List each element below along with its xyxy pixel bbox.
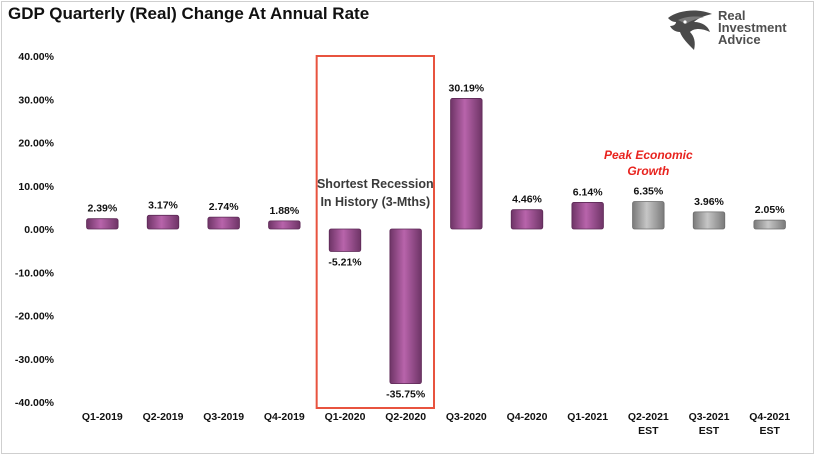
value-label: 4.46%	[512, 194, 542, 206]
actual-bar	[86, 218, 119, 230]
value-label: 2.74%	[209, 201, 239, 213]
actual-bar	[146, 214, 180, 230]
x-tick-label: Q2-2019	[143, 411, 184, 423]
value-label: -35.75%	[386, 389, 426, 401]
x-tick-label: EST	[759, 425, 780, 437]
y-tick-label: -30.00%	[15, 354, 55, 366]
x-tick-label: Q4-2019	[264, 411, 305, 423]
actual-bar	[207, 216, 240, 230]
y-tick-label: -20.00%	[15, 311, 55, 323]
value-label: 3.96%	[694, 196, 724, 208]
x-tick-label: Q1-2021	[567, 411, 608, 423]
x-axis-ticks: Q1-2019 Q2-2019 Q3-2019 Q4-2019 Q1-2020 Q2-20…	[82, 411, 790, 437]
value-label: 2.05%	[755, 204, 785, 216]
brand-line-3: Advice	[718, 32, 761, 47]
y-tick-label: 0.00%	[24, 224, 54, 236]
x-tick-label: Q3-2021	[689, 411, 730, 423]
actual-bar	[510, 209, 544, 230]
y-tick-label: 20.00%	[18, 138, 54, 150]
actual-bar	[268, 220, 301, 230]
brand-line-2: Investment	[718, 20, 787, 35]
estimate-bar	[753, 219, 786, 230]
chart-title: GDP Quarterly (Real) Change At Annual Ra…	[8, 4, 370, 23]
actual-bar	[389, 228, 422, 385]
y-tick-label: 30.00%	[18, 94, 54, 106]
x-tick-label: Q3-2020	[446, 411, 487, 423]
x-tick-label: Q1-2019	[82, 411, 123, 423]
x-tick-label: EST	[699, 425, 720, 437]
value-label: 2.39%	[87, 203, 117, 215]
y-tick-label: 10.00%	[18, 181, 54, 193]
recession-annotation-line-2: In History (3-Mths)	[320, 195, 430, 209]
x-tick-label: EST	[638, 425, 659, 437]
value-label: 1.88%	[269, 205, 299, 217]
eagle-head-icon	[668, 10, 712, 50]
brand-line-1: Real	[718, 8, 746, 23]
x-tick-label: Q4-2021	[749, 411, 790, 423]
value-label: 6.35%	[633, 186, 663, 198]
actual-bar	[450, 98, 483, 230]
value-label: 30.19%	[449, 82, 485, 94]
value-label: 6.14%	[573, 186, 603, 198]
recession-annotation-line-1: Shortest Recession	[317, 177, 434, 191]
recession-highlight-box	[315, 55, 435, 409]
y-tick-label: 40.00%	[18, 51, 54, 63]
x-tick-label: Q1-2020	[325, 411, 366, 423]
actual-bar	[328, 228, 362, 252]
brand-wordmark: Real Investment Advice	[718, 8, 787, 47]
peak-annotation-line-2: Growth	[627, 164, 669, 178]
data-labels: 2.39% 3.17% 2.74% 1.88% -5.21% -35.75% 30.19% 4…	[87, 82, 785, 400]
x-tick-label: Q3-2019	[203, 411, 244, 423]
x-tick-label: Q4-2020	[507, 411, 548, 423]
brand-logo: Real Investment Advice	[664, 8, 804, 54]
y-tick-label: -10.00%	[15, 267, 55, 279]
estimate-bar	[632, 201, 665, 230]
estimate-bar	[692, 211, 726, 230]
x-tick-label: Q2-2020	[385, 411, 426, 423]
x-tick-label: Q2-2021	[628, 411, 669, 423]
value-label: -5.21%	[328, 257, 362, 269]
value-label: 3.17%	[148, 199, 178, 211]
peak-annotation-line-1: Peak Economic	[604, 148, 693, 162]
actual-bar	[571, 202, 604, 230]
y-axis-ticks: 40.00% 30.00% 20.00% 10.00% 0.00% -10.00% -20.…	[15, 51, 55, 409]
y-tick-label: -40.00%	[15, 397, 55, 409]
bar-series	[86, 98, 786, 385]
